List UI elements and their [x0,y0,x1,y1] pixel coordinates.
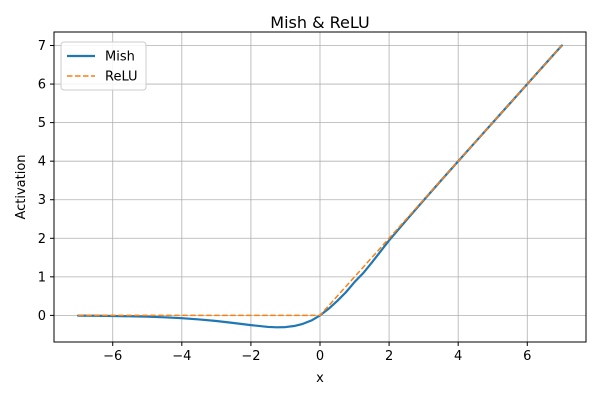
y-tick-label: 3 [38,193,46,208]
x-tick-label: 6 [523,349,531,364]
y-tick-label: 6 [38,78,46,93]
y-tick-label: 5 [38,116,46,131]
x-tick-label: 4 [454,349,462,364]
legend: Mish ReLU [60,41,147,91]
x-axis-label: x [316,371,324,386]
legend-label-relu: ReLU [105,70,138,85]
y-tick-label: 0 [38,309,46,324]
series-line-relu [78,44,563,317]
grid [54,32,586,342]
y-axis-label: Activation [14,154,29,219]
series-layer [77,44,563,329]
chart-title: Mish & ReLU [270,13,369,32]
x-tick-label: 0 [316,349,324,364]
x-tick-label: 2 [385,349,393,364]
y-tick-label: 4 [38,155,46,170]
x-tick-label: −6 [103,349,122,364]
legend-box [60,41,147,91]
x-tick-label: −2 [241,349,260,364]
y-tick-label: 2 [38,232,46,247]
legend-label-mish: Mish [105,50,135,65]
y-tick-label: 1 [38,270,46,285]
x-axis: −6 −4 −2 0 2 4 6 [103,342,531,364]
y-tick-label: 7 [38,39,46,54]
y-axis: 0 1 2 3 4 5 6 7 [38,39,54,324]
x-tick-label: −4 [172,349,191,364]
